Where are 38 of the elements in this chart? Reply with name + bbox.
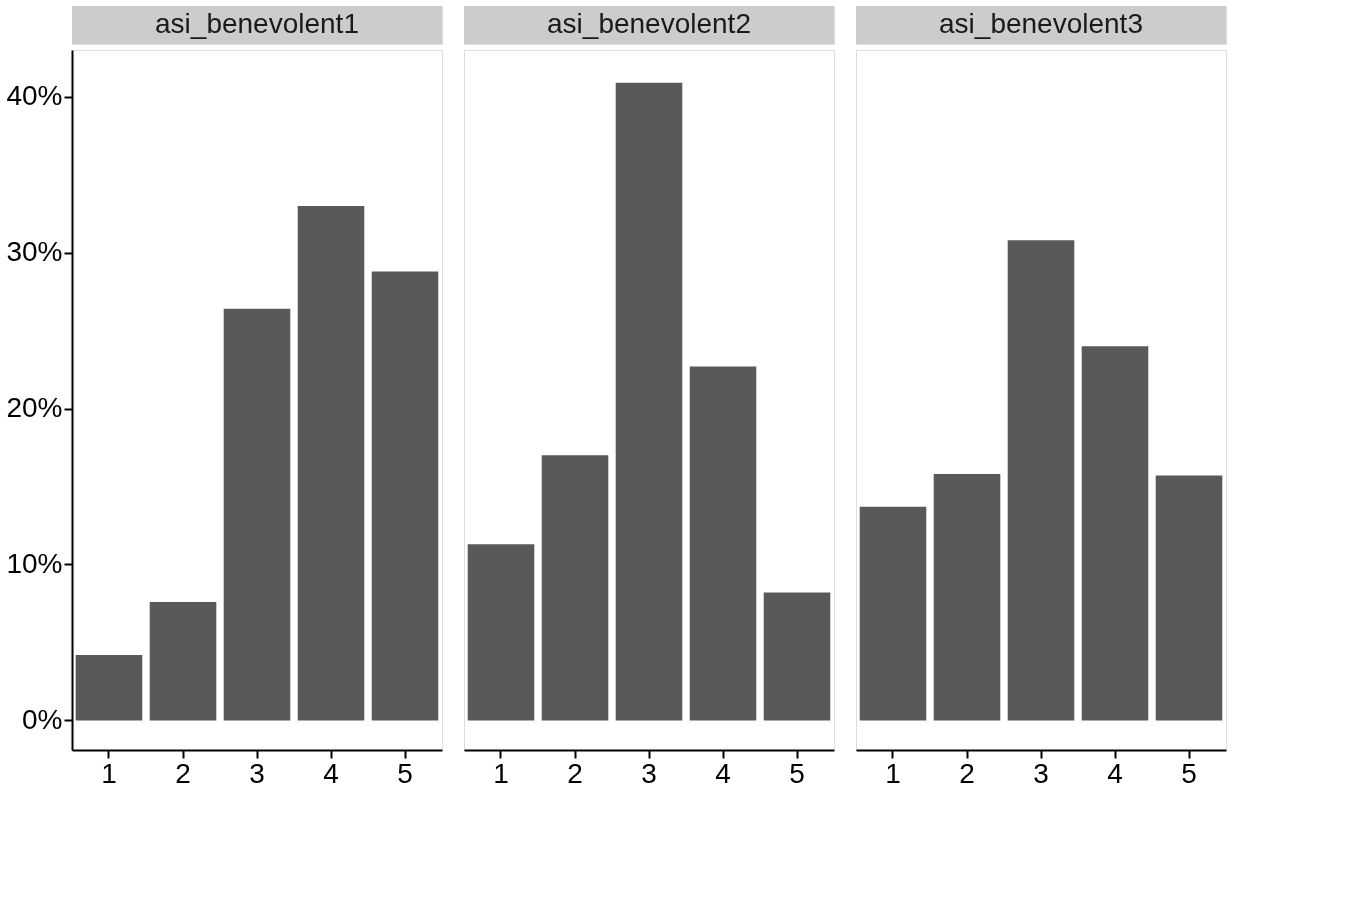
bar	[859, 506, 927, 721]
x-tick-label: 2	[959, 757, 975, 789]
y-tick-label: 0%	[22, 703, 63, 735]
bar	[615, 82, 683, 721]
chart-title: asi_benevolent1	[155, 8, 359, 39]
y-tick-label: 30%	[6, 236, 63, 268]
x-tick-label: 3	[249, 757, 265, 789]
x-tick-label: 1	[101, 757, 117, 789]
bar	[689, 366, 757, 721]
x-tick-label: 4	[1107, 757, 1123, 789]
x-tick-label: 2	[175, 757, 191, 789]
bar	[75, 654, 143, 721]
y-tick-label: 40%	[6, 80, 63, 112]
x-tick-label: 5	[1181, 757, 1197, 789]
x-tick-label: 3	[1033, 757, 1049, 789]
x-tick-label: 2	[567, 757, 583, 789]
bar	[149, 601, 217, 721]
bar	[297, 205, 365, 721]
bar	[763, 592, 831, 721]
bar	[541, 455, 609, 721]
x-tick-label: 4	[715, 757, 731, 789]
x-tick-label: 3	[641, 757, 657, 789]
bar	[933, 474, 1001, 721]
bar	[1081, 346, 1149, 721]
x-tick-label: 5	[789, 757, 805, 789]
bar	[1155, 475, 1223, 721]
chart-title: asi_benevolent2	[547, 8, 751, 39]
x-tick-label: 4	[323, 757, 339, 789]
bar	[223, 308, 291, 721]
x-tick-label: 5	[397, 757, 413, 789]
bar	[467, 544, 535, 721]
y-tick-label: 20%	[6, 392, 63, 424]
bar	[371, 271, 439, 721]
x-tick-label: 1	[493, 757, 509, 789]
x-tick-label: 1	[885, 757, 901, 789]
y-tick-label: 10%	[6, 547, 63, 579]
chart-title: asi_benevolent3	[939, 8, 1143, 39]
bar	[1007, 240, 1075, 721]
